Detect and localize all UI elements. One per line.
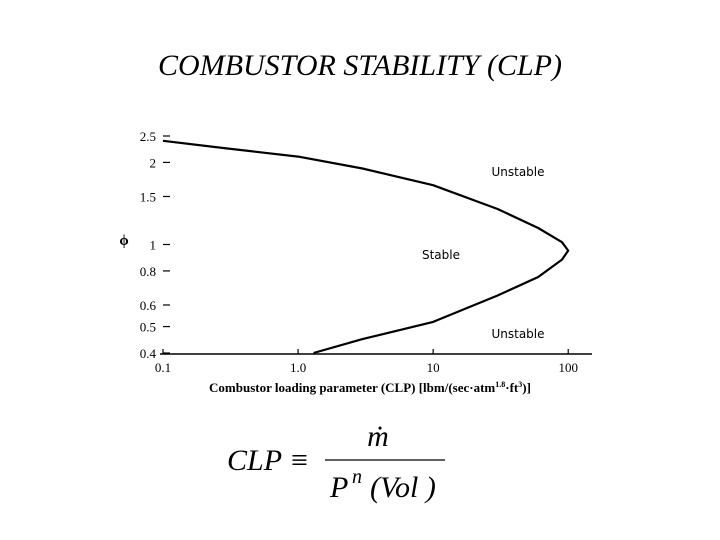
x-axis-label-part: )] — [522, 380, 531, 395]
x-tick-label: 1.0 — [290, 360, 306, 375]
slide-title: COMBUSTOR STABILITY (CLP) — [158, 49, 562, 82]
y-tick-label: 1 — [150, 238, 157, 253]
x-tick-label: 100 — [558, 360, 578, 375]
region-label: Unstable — [491, 165, 544, 179]
x-axis-label-part: ·ft — [505, 380, 519, 395]
y-tick-label: 0.5 — [140, 320, 156, 335]
y-tick-label: 2.5 — [140, 129, 156, 144]
x-tick-label: 10 — [427, 360, 440, 375]
formula: CLP ≡ ṁ P n (Vol ) — [227, 420, 445, 504]
x-axis-label-part: 1.8 — [495, 380, 505, 389]
region-label: Stable — [422, 248, 460, 262]
y-tick-label: 1.5 — [140, 189, 156, 204]
y-axis-label: ϕ — [119, 233, 128, 249]
formula-lhs: CLP ≡ — [227, 444, 309, 477]
y-tick-label: 0.6 — [140, 298, 157, 313]
formula-exponent: n — [352, 466, 362, 488]
x-tick-label: 0.1 — [155, 360, 171, 375]
y-tick-label: 0.4 — [140, 346, 157, 361]
x-axis-label: Combustor loading parameter (CLP) [lbm/(… — [209, 380, 531, 395]
stability-curve — [162, 139, 570, 355]
formula-base: P — [329, 471, 348, 504]
x-axis-label-part: 3 — [518, 380, 522, 389]
y-tick-label: 0.8 — [140, 264, 156, 279]
formula-numerator: ṁ — [367, 420, 389, 453]
y-tick-label: 2 — [150, 155, 157, 170]
formula-rest: (Vol ) — [370, 471, 436, 504]
region-label: Unstable — [491, 327, 544, 341]
x-axis-label-part: Combustor loading parameter (CLP) [lbm/(… — [209, 380, 495, 395]
